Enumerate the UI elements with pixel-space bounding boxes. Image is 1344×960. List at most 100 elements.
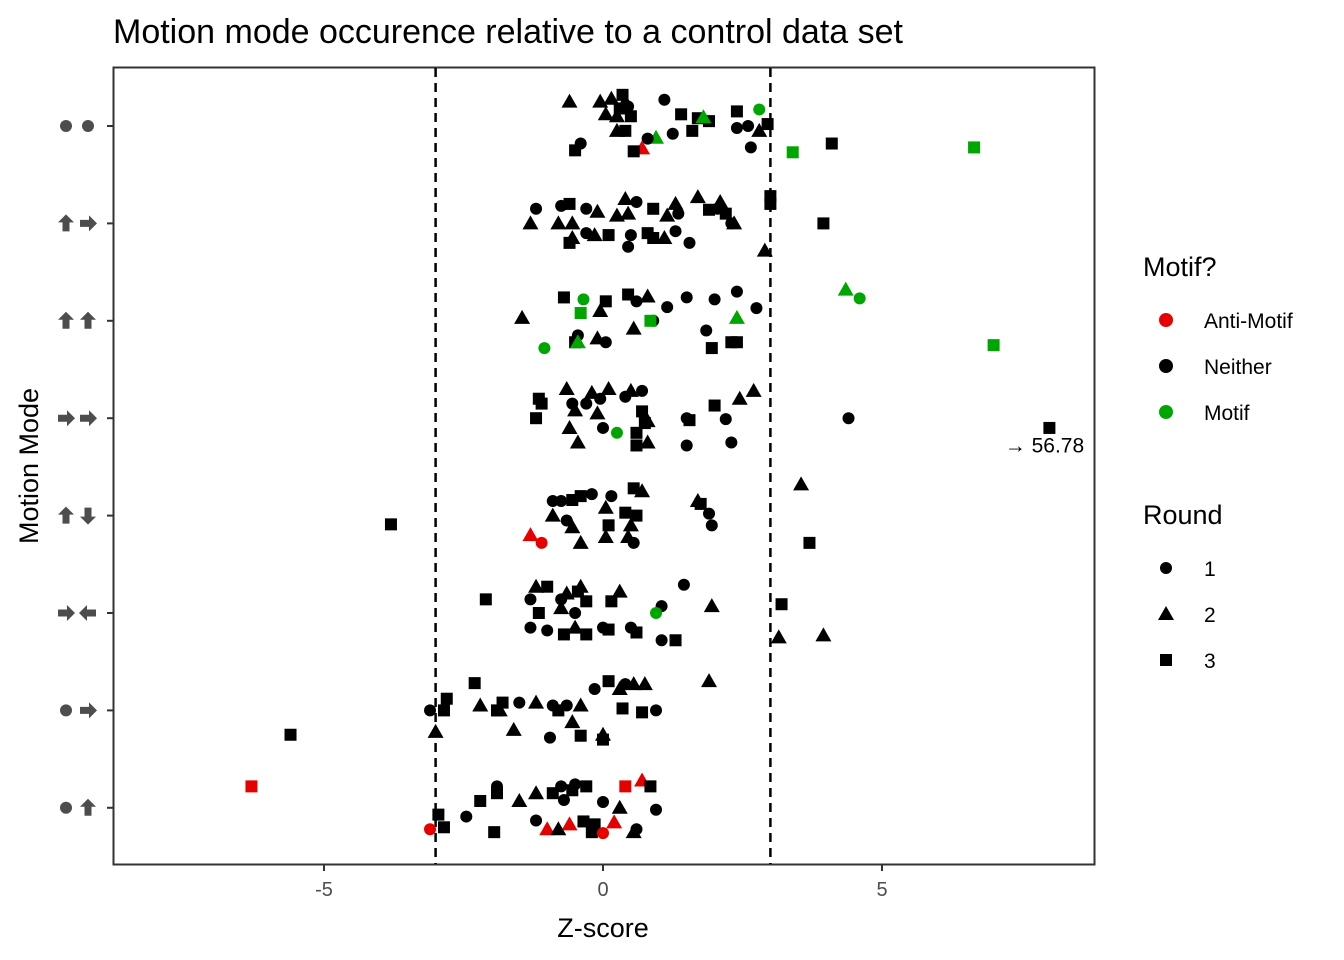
data-point (555, 593, 568, 606)
data-point (655, 634, 668, 647)
data-point (636, 676, 653, 691)
data-point (630, 426, 643, 439)
data-point (528, 694, 545, 709)
data-point (522, 215, 539, 230)
data-point (677, 578, 690, 591)
data-point (557, 794, 570, 807)
data-point (524, 593, 537, 606)
data-point (605, 490, 618, 503)
legend-color-key (1159, 313, 1173, 327)
data-point (550, 821, 567, 836)
data-point (505, 721, 522, 736)
legend: Motif? Anti-Motif Neither Motif Round 1 2 3 (1143, 252, 1293, 673)
data-point (528, 785, 545, 800)
legend-color-label: Motif (1204, 402, 1250, 425)
data-point (599, 295, 612, 308)
outlier-annotation: → 56.78 (1005, 434, 1084, 457)
legend-shape-key (1160, 562, 1172, 574)
arrow-up-icon (58, 214, 74, 232)
data-point (479, 593, 492, 606)
legend-color-entries: Anti-Motif Neither Motif (1159, 310, 1293, 425)
arrow-right-icon (58, 410, 75, 427)
data-point (530, 202, 543, 215)
data-point (680, 291, 693, 304)
data-point (650, 704, 663, 717)
data-point (630, 295, 643, 308)
data-point (600, 380, 617, 395)
data-point (750, 302, 763, 315)
data-point (730, 285, 743, 298)
data-point (574, 490, 587, 503)
data-point (617, 191, 634, 206)
y-tick-label-dot-dot (60, 120, 94, 132)
data-point (602, 229, 615, 242)
data-point (641, 132, 654, 145)
data-point (667, 195, 684, 210)
data-point (622, 240, 635, 253)
data-point (597, 106, 614, 121)
data-point (597, 499, 614, 514)
data-point (541, 624, 554, 637)
arrow-up-icon (58, 311, 74, 329)
data-point (553, 600, 570, 615)
data-point (751, 122, 768, 137)
data-point (666, 127, 679, 140)
data-point (669, 634, 682, 647)
data-point (597, 733, 609, 746)
data-point (564, 215, 581, 230)
data-point (708, 293, 721, 306)
legend-color-label: Neither (1204, 356, 1272, 379)
data-point (564, 714, 581, 729)
arrow-left-icon (79, 605, 96, 621)
data-point (705, 342, 718, 355)
data-point (557, 291, 570, 304)
data-point (528, 578, 545, 593)
data-point (636, 405, 649, 418)
data-point (853, 292, 866, 305)
legend-shape-label: 2 (1204, 604, 1216, 627)
data-point (585, 826, 598, 839)
data-point (703, 507, 716, 520)
y-tick-label-up-down (58, 506, 96, 525)
data-point (569, 334, 586, 349)
data-point (842, 412, 855, 425)
data-point (644, 780, 657, 793)
data-point (437, 821, 450, 834)
arrow-right-icon (80, 410, 97, 427)
legend-shape-key (1158, 606, 1174, 620)
data-point (744, 141, 757, 154)
dot-icon (60, 801, 72, 814)
data-point (753, 103, 766, 116)
data-point (546, 494, 559, 507)
data-point (731, 390, 748, 405)
data-point (544, 507, 561, 522)
data-point (730, 121, 743, 134)
data-point (440, 692, 453, 705)
data-point (424, 704, 437, 717)
data-point (605, 595, 618, 608)
data-point (630, 626, 643, 639)
data-point (695, 109, 712, 124)
dot-icon (82, 120, 94, 132)
data-point (694, 497, 707, 510)
data-point (586, 227, 603, 242)
data-point (624, 110, 637, 123)
data-point (630, 439, 643, 452)
data-point (625, 320, 642, 335)
data-point (680, 439, 693, 452)
data-point (603, 90, 620, 105)
data-point (627, 482, 640, 495)
data-point (245, 780, 258, 793)
data-point (460, 810, 473, 823)
data-point (543, 731, 556, 744)
data-point (571, 585, 584, 598)
data-point (793, 476, 810, 491)
y-tick-label-up-right (58, 214, 97, 232)
data-point (589, 203, 606, 218)
data-point (647, 202, 660, 215)
y-axis-title: Motion Mode (14, 388, 44, 544)
data-point (619, 780, 632, 793)
data-point (490, 704, 503, 717)
data-point (563, 236, 576, 249)
data-point (630, 509, 643, 522)
